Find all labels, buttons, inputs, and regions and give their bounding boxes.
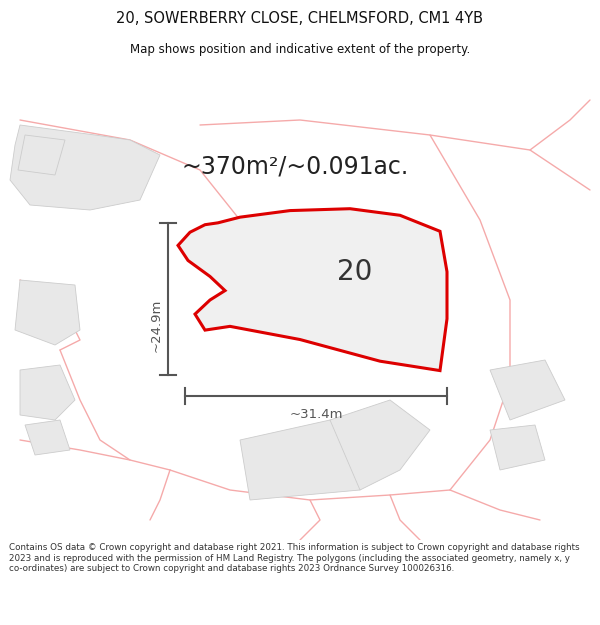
Polygon shape (18, 135, 65, 175)
Polygon shape (178, 209, 447, 371)
Text: 20: 20 (337, 258, 373, 286)
Polygon shape (240, 420, 380, 500)
Polygon shape (20, 365, 75, 420)
Polygon shape (25, 420, 70, 455)
Polygon shape (230, 235, 360, 330)
Polygon shape (490, 425, 545, 470)
Polygon shape (490, 360, 565, 420)
Text: ~31.4m: ~31.4m (289, 408, 343, 421)
Text: Contains OS data © Crown copyright and database right 2021. This information is : Contains OS data © Crown copyright and d… (9, 543, 580, 573)
Polygon shape (10, 125, 160, 210)
Text: ~370m²/~0.091ac.: ~370m²/~0.091ac. (181, 154, 409, 178)
Text: Map shows position and indicative extent of the property.: Map shows position and indicative extent… (130, 42, 470, 56)
Polygon shape (15, 280, 80, 345)
Polygon shape (330, 400, 430, 490)
Text: 20, SOWERBERRY CLOSE, CHELMSFORD, CM1 4YB: 20, SOWERBERRY CLOSE, CHELMSFORD, CM1 4Y… (116, 11, 484, 26)
Text: ~24.9m: ~24.9m (149, 299, 163, 352)
